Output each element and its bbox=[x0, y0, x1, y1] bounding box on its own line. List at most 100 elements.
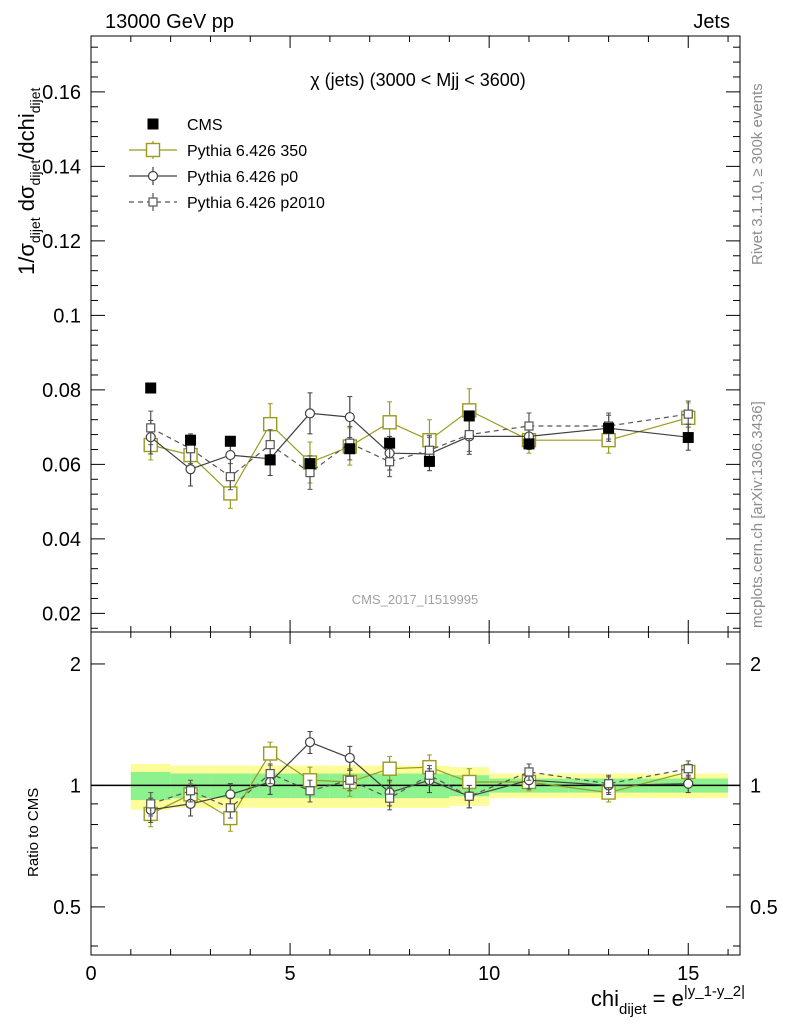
panel-frames bbox=[90, 35, 741, 956]
legend-label: CMS bbox=[187, 117, 223, 134]
rivet-version-label: Rivet 3.1.10, ≥ 300k events bbox=[749, 83, 766, 265]
data-point-p2010 bbox=[385, 457, 395, 467]
legend-entry-p0: Pythia 6.426 p0 bbox=[129, 167, 298, 186]
legend-marker bbox=[145, 142, 161, 158]
data-point-cms bbox=[603, 422, 615, 434]
y-tick-label: 0.12 bbox=[42, 231, 81, 253]
y-tick-label: 0.16 bbox=[42, 82, 81, 104]
data-point-p2010 bbox=[683, 409, 693, 419]
data-point-cms bbox=[523, 438, 535, 450]
data-point-cms bbox=[224, 435, 236, 447]
y-tick-label: 0.06 bbox=[42, 454, 81, 476]
data-point-p2010 bbox=[146, 423, 156, 433]
data-point-p2010 bbox=[185, 786, 196, 796]
x-tick-label: 0 bbox=[85, 963, 96, 985]
data-point-p350 bbox=[382, 761, 397, 776]
legend-entry-p350: Pythia 6.426 350 bbox=[129, 141, 307, 160]
ratio-panel-frame bbox=[90, 631, 741, 956]
legend-label: Pythia 6.426 350 bbox=[187, 143, 307, 160]
legend-entry-cms: CMS bbox=[147, 117, 223, 134]
data-point-p2010 bbox=[265, 768, 275, 779]
legend-marker bbox=[147, 170, 159, 182]
legend-label: Pythia 6.426 p0 bbox=[187, 169, 298, 186]
data-point-p2010 bbox=[385, 793, 395, 803]
data-point-p2010 bbox=[424, 770, 435, 780]
series-line-p0 bbox=[150, 412, 689, 470]
data-point-p2010 bbox=[345, 775, 355, 785]
ratio-y-axis-label: Ratio to CMS bbox=[25, 788, 42, 877]
legend: CMS Pythia 6.426 350 Pythia 6.426 p0 Pythia… bbox=[129, 117, 325, 212]
legend-label: Pythia 6.426 p2010 bbox=[187, 195, 325, 212]
data-point-p2010 bbox=[265, 440, 275, 450]
x-axis-label: chidijet = e|y_1-y_2| bbox=[591, 983, 745, 1018]
data-point-p2010 bbox=[225, 472, 235, 482]
y-tick-label: 0.04 bbox=[42, 529, 81, 551]
y-tick-label: 0.14 bbox=[42, 156, 81, 178]
y-tick-label: 0.1 bbox=[53, 305, 81, 327]
x-tick-label: 5 bbox=[285, 963, 296, 985]
data-point-cms bbox=[463, 410, 475, 422]
y-tick-label: 0.08 bbox=[42, 380, 81, 402]
data-point-cms bbox=[264, 454, 276, 466]
data-point-cms bbox=[304, 458, 316, 470]
series-p350 bbox=[143, 388, 696, 509]
series-cms bbox=[145, 382, 694, 470]
category-label: Jets bbox=[693, 11, 730, 33]
series-line-p2010 bbox=[150, 768, 689, 809]
ratio-series bbox=[143, 731, 696, 832]
data-point-cms bbox=[185, 434, 197, 446]
x-tick-label: 10 bbox=[478, 963, 500, 985]
data-point-p0 bbox=[304, 737, 316, 748]
legend-marker bbox=[148, 197, 158, 207]
main-y-axis-label: 1/σdijet dσdijet/dchidijet bbox=[14, 87, 43, 275]
y-tick-label: 0.02 bbox=[42, 603, 81, 625]
energy-label: 13000 GeV pp bbox=[105, 11, 234, 33]
data-point-p2010 bbox=[524, 767, 534, 777]
analysis-watermark: CMS_2017_I1519995 bbox=[352, 592, 479, 607]
data-point-p350 bbox=[382, 415, 397, 430]
data-point-p2010 bbox=[604, 779, 614, 789]
data-point-p350 bbox=[262, 746, 278, 761]
series-p2010 bbox=[146, 400, 693, 491]
mcplots-label: mcplots.cern.ch [arXiv:1306.3436] bbox=[749, 401, 766, 628]
ratio-y-tick-label-right: 1 bbox=[750, 775, 761, 797]
data-point-cms bbox=[423, 455, 435, 467]
main-series bbox=[143, 382, 696, 509]
data-point-cms bbox=[682, 432, 694, 444]
data-point-p2010 bbox=[464, 791, 474, 801]
ratio-y-tick-label-right: 2 bbox=[750, 654, 761, 676]
chart-title: χ (jets) (3000 < Mjj < 3600) bbox=[310, 70, 526, 90]
legend-entry-p2010: Pythia 6.426 p2010 bbox=[129, 193, 325, 212]
ratio-y-tick-label: 2 bbox=[70, 654, 81, 676]
data-point-p2010 bbox=[424, 445, 435, 455]
data-point-p2010 bbox=[464, 429, 474, 440]
data-point-p0 bbox=[344, 752, 355, 764]
data-point-cms bbox=[344, 443, 356, 455]
ratio-y-tick-label: 0.5 bbox=[53, 897, 81, 919]
legend-marker bbox=[147, 118, 159, 130]
ratio-y-tick-label-right: 0.5 bbox=[750, 897, 778, 919]
data-point-p2010 bbox=[305, 786, 315, 796]
data-point-p0 bbox=[344, 411, 355, 423]
data-point-p350 bbox=[262, 416, 278, 432]
data-point-p0 bbox=[225, 449, 236, 461]
data-point-p2010 bbox=[185, 444, 196, 454]
x-tick-label: 15 bbox=[677, 963, 699, 985]
data-point-p2010 bbox=[225, 803, 235, 813]
data-point-p2010 bbox=[146, 799, 156, 809]
series-line-p0 bbox=[150, 741, 689, 811]
data-point-p0 bbox=[304, 408, 316, 419]
data-point-p0 bbox=[225, 789, 236, 800]
data-point-p2010 bbox=[683, 764, 693, 774]
data-point-p2010 bbox=[524, 421, 534, 431]
data-point-p2010 bbox=[305, 467, 315, 478]
data-point-p0 bbox=[683, 778, 694, 789]
axis-ticks: 0 5 10 15 0.02 0.04 0.06 0.08 0.1 0.12 0.14 0.16 0.5… bbox=[42, 36, 778, 985]
series-line-p2010 bbox=[150, 413, 689, 478]
data-point-cms bbox=[384, 437, 396, 449]
data-point-cms bbox=[145, 382, 157, 394]
data-point-p0 bbox=[185, 464, 196, 475]
ratio-y-tick-label: 1 bbox=[70, 775, 81, 797]
series-p2010 bbox=[146, 760, 693, 819]
